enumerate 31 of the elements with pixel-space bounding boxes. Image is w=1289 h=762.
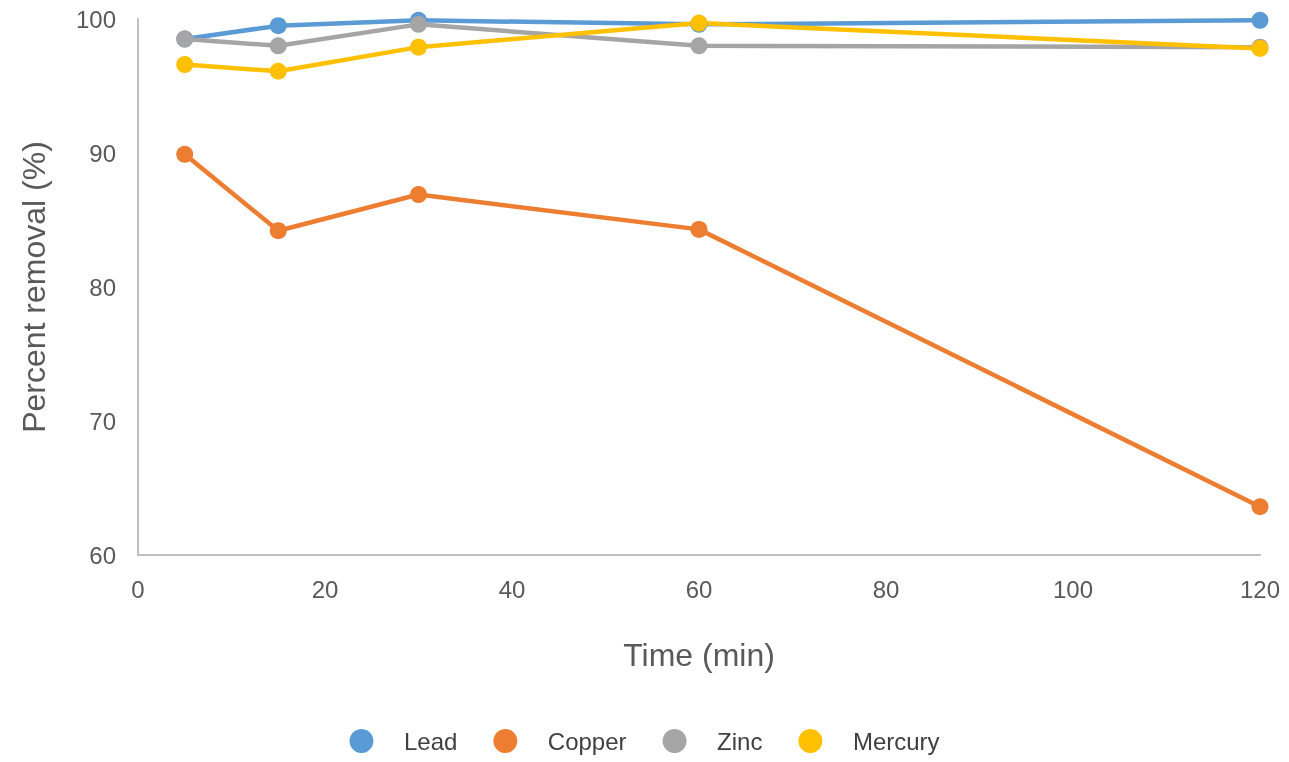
point — [410, 38, 427, 56]
point — [690, 37, 708, 55]
y-tick-label: 90 — [89, 139, 116, 167]
legend-label: Zinc — [717, 727, 763, 755]
legend-label: Lead — [403, 727, 458, 755]
y-tick-label: 70 — [89, 407, 116, 435]
x-tick-label: 120 — [1239, 575, 1281, 603]
y-tick-label: 60 — [89, 541, 116, 569]
point — [269, 222, 287, 240]
y-tick-label: 100 — [75, 5, 116, 33]
y-tick-label: 80 — [89, 273, 116, 301]
point — [410, 186, 427, 204]
legend-label: Mercury — [852, 727, 940, 755]
x-tick-label: 20 — [311, 575, 339, 603]
point — [269, 62, 287, 80]
point — [269, 37, 287, 55]
x-tick-label: 60 — [685, 575, 713, 603]
x-tick-label: 80 — [872, 575, 900, 603]
y-axis-title: Percent removal (%) — [16, 141, 52, 433]
point — [1251, 498, 1269, 516]
point — [1251, 11, 1269, 29]
point — [176, 56, 194, 74]
point — [410, 15, 427, 33]
x-tick-label: 40 — [498, 575, 526, 603]
x-tick-label: 0 — [131, 575, 145, 603]
point — [269, 17, 287, 35]
point — [690, 220, 708, 238]
x-tick-label: 100 — [1052, 575, 1094, 603]
point — [176, 145, 194, 163]
x-axis-title: Time (min) — [623, 637, 775, 673]
legend-label: Copper — [547, 727, 627, 755]
